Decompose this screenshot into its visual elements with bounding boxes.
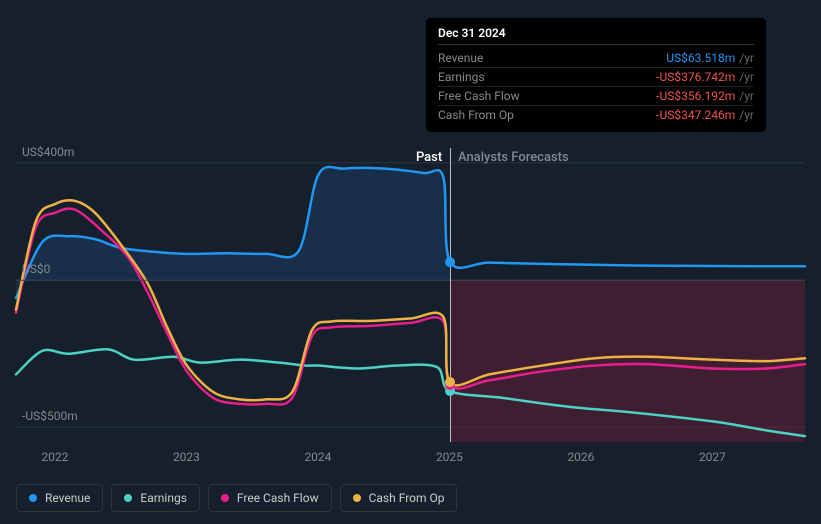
x-axis-label: 2024: [304, 450, 331, 464]
legend-dot-icon: [221, 494, 229, 502]
tooltip-metric-label: Revenue: [438, 51, 483, 65]
x-axis-label: 2025: [436, 450, 463, 464]
tooltip-metric-label: Cash From Op: [438, 108, 514, 122]
legend-item-fcf[interactable]: Free Cash Flow: [208, 484, 332, 512]
legend-dot-icon: [124, 494, 132, 502]
tooltip-row: Earnings -US$376.742m/yr: [438, 68, 754, 87]
forecast-region-label: Analysts Forecasts: [458, 150, 569, 165]
tooltip-metric-value: -US$376.742m/yr: [656, 70, 754, 84]
legend-label: Free Cash Flow: [237, 491, 319, 505]
past-region-label: Past: [416, 150, 442, 165]
legend-dot-icon: [29, 494, 37, 502]
tooltip-metric-value: US$63.518m/yr: [666, 51, 754, 65]
tooltip-row: Cash From Op -US$347.246m/yr: [438, 106, 754, 124]
y-axis-label: -US$500m: [22, 409, 78, 423]
tooltip-date: Dec 31 2024: [438, 26, 754, 45]
revenue-marker: [445, 257, 455, 267]
tooltip-metric-label: Free Cash Flow: [438, 89, 520, 103]
legend-dot-icon: [353, 494, 361, 502]
legend-item-cfo[interactable]: Cash From Op: [340, 484, 458, 512]
tooltip-row: Revenue US$63.518m/yr: [438, 49, 754, 68]
tooltip: Dec 31 2024 Revenue US$63.518m/yrEarning…: [426, 18, 766, 132]
y-axis-label: US$400m: [22, 145, 74, 159]
y-axis-label: US$0: [22, 262, 50, 276]
tooltip-row: Free Cash Flow -US$356.192m/yr: [438, 87, 754, 106]
x-axis-label: 2027: [699, 450, 726, 464]
cfo-marker: [445, 377, 455, 387]
legend-label: Cash From Op: [369, 491, 445, 505]
x-axis-label: 2022: [41, 450, 68, 464]
x-axis-label: 2023: [173, 450, 200, 464]
legend-label: Revenue: [45, 491, 90, 505]
tooltip-metric-value: -US$356.192m/yr: [656, 89, 754, 103]
legend-item-earnings[interactable]: Earnings: [111, 484, 200, 512]
legend-item-revenue[interactable]: Revenue: [16, 484, 103, 512]
legend-label: Earnings: [140, 491, 187, 505]
cursor-line: [450, 148, 451, 442]
financials-chart: US$400m US$0 -US$500m 2022 2023 2024 2025 2026…: [0, 0, 821, 524]
tooltip-metric-value: -US$347.246m/yr: [656, 108, 754, 122]
tooltip-metric-label: Earnings: [438, 70, 485, 84]
legend: Revenue Earnings Free Cash Flow Cash From O…: [16, 484, 457, 512]
x-axis-label: 2026: [567, 450, 594, 464]
